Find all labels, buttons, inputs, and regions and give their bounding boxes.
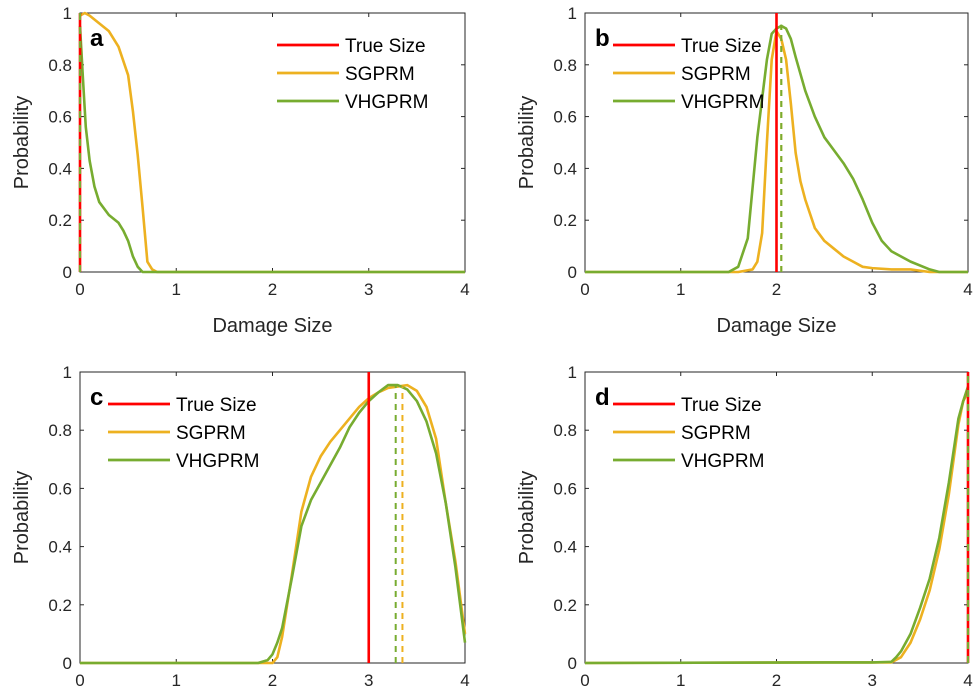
x-tick-label: 3 (364, 280, 373, 299)
y-tick-label: 0 (568, 263, 577, 282)
x-axis-label: Damage Size (716, 315, 836, 337)
y-axis-label: Probability (11, 471, 33, 564)
legend-item-true-size-label: True Size (681, 395, 762, 416)
legend-item-sgprm-label: SGPRM (681, 423, 751, 444)
y-tick-label: 0.8 (48, 421, 72, 440)
y-tick-label: 0.6 (553, 479, 577, 498)
x-tick-label: 1 (676, 280, 685, 299)
legend-item-sgprm-label: SGPRM (681, 64, 751, 85)
y-tick-label: 0.4 (553, 159, 577, 178)
y-tick-label: 1 (63, 4, 72, 23)
y-tick-label: 0 (63, 654, 72, 673)
y-tick-label: 0.4 (553, 538, 577, 557)
y-tick-label: 0.2 (553, 596, 577, 615)
x-tick-label: 3 (364, 671, 373, 690)
y-tick-label: 0.4 (48, 159, 72, 178)
x-tick-label: 4 (460, 671, 469, 690)
x-axis-label: Damage Size (212, 315, 332, 337)
y-tick-label: 0.6 (553, 108, 577, 127)
y-tick-label: 1 (568, 363, 577, 382)
legend-item-sgprm-label: SGPRM (345, 64, 415, 85)
y-tick-label: 0 (63, 263, 72, 282)
x-tick-label: 2 (268, 280, 277, 299)
y-tick-label: 0.8 (553, 421, 577, 440)
legend-item-sgprm-label: SGPRM (176, 423, 246, 444)
y-tick-label: 0.6 (48, 108, 72, 127)
plot-area (80, 372, 465, 663)
panel-letter: b (595, 25, 610, 52)
legend-item-true-size-label: True Size (176, 395, 257, 416)
x-tick-label: 2 (772, 671, 781, 690)
y-tick-label: 1 (63, 363, 72, 382)
y-axis-label: Probability (516, 471, 538, 564)
panel-a: 0 1 2 3 4 0 0.2 0.4 0.6 0.8 1 Damage Size Probabilit… (11, 4, 470, 337)
x-tick-label: 3 (868, 280, 877, 299)
x-tick-label: 0 (580, 280, 589, 299)
y-tick-label: 0.8 (553, 56, 577, 75)
x-tick-label: 4 (963, 671, 972, 690)
legend-item-true-size-label: True Size (681, 36, 762, 57)
legend-item-vhgprm-label: VHGPRM (681, 451, 764, 472)
panel-b: 0 1 2 3 4 0 0.2 0.4 0.6 0.8 1 Damage Size Probabilit… (516, 4, 973, 337)
x-tick-label: 3 (868, 671, 877, 690)
x-tick-label: 1 (172, 280, 181, 299)
y-tick-label: 0.6 (48, 479, 72, 498)
x-tick-label: 2 (268, 671, 277, 690)
legend-item-true-size-label: True Size (345, 36, 426, 57)
y-tick-label: 0.4 (48, 538, 72, 557)
panel-letter: d (595, 384, 610, 411)
panel-letter: c (90, 384, 103, 411)
legend-item-vhgprm-label: VHGPRM (176, 451, 259, 472)
x-tick-label: 2 (772, 280, 781, 299)
y-tick-label: 0.2 (48, 211, 72, 230)
x-tick-label: 0 (75, 671, 84, 690)
y-axis-label: Probability (516, 96, 538, 189)
y-axis-label: Probability (11, 96, 33, 189)
y-tick-label: 0 (568, 654, 577, 673)
x-tick-label: 1 (172, 671, 181, 690)
legend-item-vhgprm-label: VHGPRM (345, 92, 428, 113)
plot-area (585, 372, 968, 663)
panel-letter: a (90, 25, 104, 52)
y-tick-label: 0.8 (48, 56, 72, 75)
x-tick-label: 0 (580, 671, 589, 690)
y-tick-label: 0.2 (553, 211, 577, 230)
legend-item-vhgprm-label: VHGPRM (681, 92, 764, 113)
x-tick-label: 1 (676, 671, 685, 690)
x-tick-label: 4 (963, 280, 972, 299)
y-tick-label: 0.2 (48, 596, 72, 615)
x-tick-label: 4 (460, 280, 469, 299)
y-tick-label: 1 (568, 4, 577, 23)
x-tick-label: 0 (75, 280, 84, 299)
